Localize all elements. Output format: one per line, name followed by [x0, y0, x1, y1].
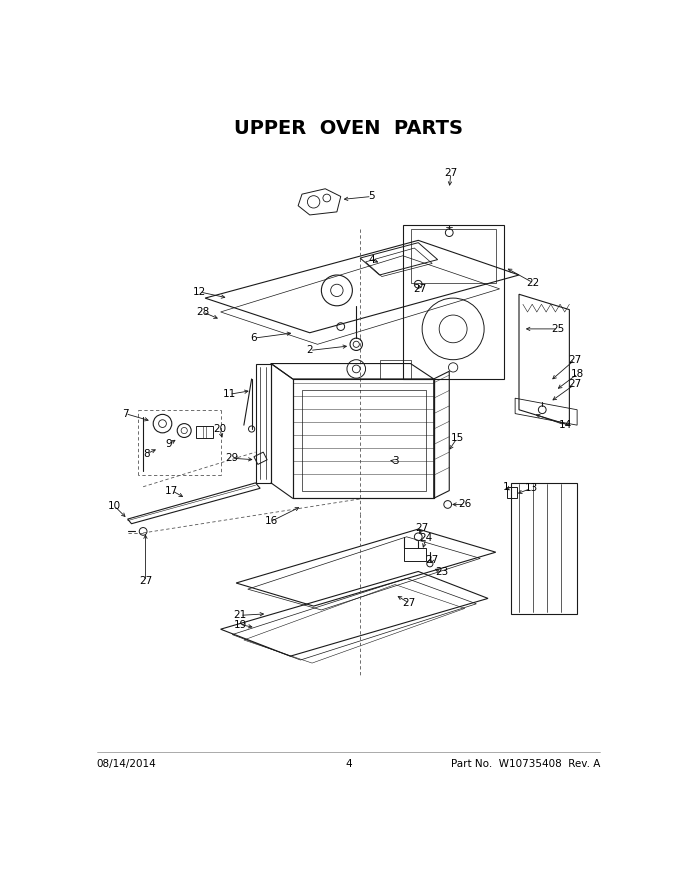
Text: 27: 27 [426, 555, 439, 565]
Text: 22: 22 [526, 278, 539, 288]
Text: 28: 28 [196, 307, 209, 317]
Text: 9: 9 [165, 439, 172, 450]
Text: Part No.  W10735408  Rev. A: Part No. W10735408 Rev. A [451, 759, 600, 769]
Text: 27: 27 [403, 598, 415, 608]
Text: 6: 6 [251, 334, 257, 343]
Text: 27: 27 [568, 355, 581, 364]
Text: 21: 21 [233, 611, 247, 620]
Text: 27: 27 [139, 576, 152, 586]
Text: 27: 27 [568, 379, 581, 389]
Text: 29: 29 [226, 453, 239, 463]
Text: 23: 23 [435, 568, 448, 577]
Text: 27: 27 [413, 284, 426, 294]
Text: UPPER  OVEN  PARTS: UPPER OVEN PARTS [234, 119, 463, 138]
Text: 7: 7 [122, 408, 129, 419]
Text: 3: 3 [392, 457, 398, 466]
Text: 10: 10 [108, 501, 121, 511]
Text: 16: 16 [265, 517, 277, 526]
Text: 27: 27 [415, 523, 429, 532]
Text: 17: 17 [165, 486, 178, 495]
Text: 4: 4 [369, 254, 375, 265]
Text: 5: 5 [369, 192, 375, 202]
Text: 25: 25 [551, 324, 564, 334]
Text: 2: 2 [307, 346, 313, 356]
Text: 15: 15 [450, 433, 464, 444]
Text: 14: 14 [559, 420, 572, 430]
Text: 12: 12 [193, 287, 206, 297]
Text: 27: 27 [444, 168, 458, 179]
Text: 26: 26 [458, 500, 471, 510]
Text: 18: 18 [571, 369, 585, 378]
Text: 20: 20 [214, 424, 226, 434]
Text: 11: 11 [222, 389, 236, 400]
Text: 13: 13 [525, 483, 538, 494]
Text: 8: 8 [143, 449, 150, 458]
Text: 24: 24 [420, 533, 432, 543]
Text: 1: 1 [503, 481, 510, 492]
Text: 4: 4 [345, 759, 352, 769]
Text: 19: 19 [233, 620, 247, 629]
Text: 08/14/2014: 08/14/2014 [97, 759, 156, 769]
